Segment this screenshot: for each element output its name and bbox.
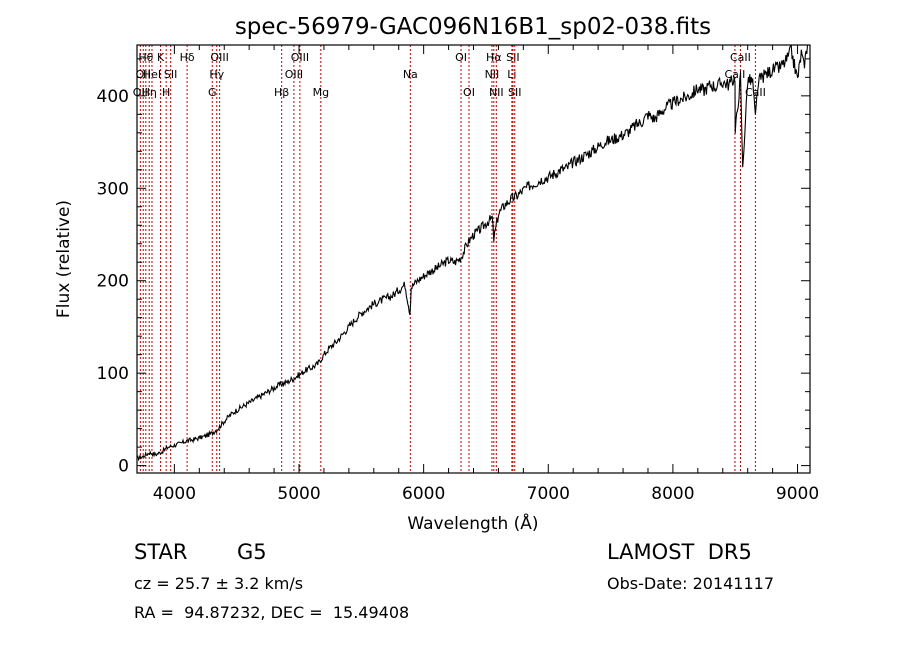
- line-marker-label-15: Mg: [313, 86, 329, 99]
- line-marker-label-7: SII: [164, 68, 177, 81]
- x-axis-label: Wavelength (Å): [407, 512, 538, 534]
- line-marker-label-20: Hα: [486, 51, 502, 64]
- line-marker-label-6: H: [162, 86, 170, 99]
- x-tick-label: 9000: [776, 484, 819, 504]
- x-tick-label: 7000: [527, 484, 570, 504]
- line-marker-label-4: HeI: [143, 68, 161, 81]
- line-marker-label-24: SII: [508, 86, 521, 99]
- line-marker-label-12: Hβ: [274, 86, 289, 99]
- line-marker-label-5: K: [157, 51, 165, 64]
- line-marker-label-16: Na: [403, 68, 418, 81]
- y-tick-label: 200: [97, 272, 129, 292]
- y-tick-label: 0: [118, 457, 129, 477]
- line-marker-label-18: OI: [463, 86, 475, 99]
- spectrum-series: [136, 44, 809, 462]
- spectrum-line: [136, 44, 809, 462]
- line-marker-label-8: Hδ: [180, 51, 195, 64]
- obs-date: Obs-Date: 20141117: [607, 574, 775, 593]
- line-marker-label-14: OIII: [291, 51, 309, 64]
- line-marker-label-27: CaII: [745, 86, 766, 99]
- object-class: STAR: [134, 540, 188, 564]
- chart-title: spec-56979-GAC096N16B1_sp02-038.fits: [235, 14, 711, 40]
- line-marker-label-9: G: [208, 86, 217, 99]
- line-marker-label-21: NII: [489, 86, 504, 99]
- line-marker-label-22: Li: [507, 68, 516, 81]
- line-marker-label-11: OIII: [210, 51, 228, 64]
- y-tick-label: 100: [97, 364, 129, 384]
- spectral-subclass: G5: [237, 540, 267, 564]
- x-tick-label: 5000: [277, 484, 320, 504]
- survey-name: LAMOST DR5: [607, 540, 752, 564]
- x-tick-label: 6000: [402, 484, 445, 504]
- line-marker-label-13: OIII: [285, 68, 303, 81]
- axes: 4000 5000 6000 7000 8000 9000 0 100 200 300 400: [97, 45, 819, 504]
- x-tick-label: 4000: [153, 484, 196, 504]
- line-marker-label-10: Hγ: [209, 68, 224, 81]
- y-axis-label: Flux (relative): [54, 200, 74, 318]
- x-tick-label: 8000: [651, 484, 694, 504]
- line-marker-label-26: CaII: [730, 51, 751, 64]
- y-tick-label: 300: [97, 179, 129, 199]
- plot-frame: [136, 44, 811, 474]
- line-marker-label-19: NII: [485, 68, 500, 81]
- line-marker-label-3: Hη: [142, 86, 157, 99]
- redshift-line: cz = 25.7 ± 3.2 km/s: [134, 574, 304, 593]
- line-marker-label-17: OI: [455, 51, 467, 64]
- line-marker-label-2: Hθ: [138, 51, 153, 64]
- y-tick-label: 400: [97, 87, 129, 107]
- coordinates: RA = 94.87232, DEC = 15.49408: [134, 603, 410, 622]
- line-marker-label-23: SII: [506, 51, 519, 64]
